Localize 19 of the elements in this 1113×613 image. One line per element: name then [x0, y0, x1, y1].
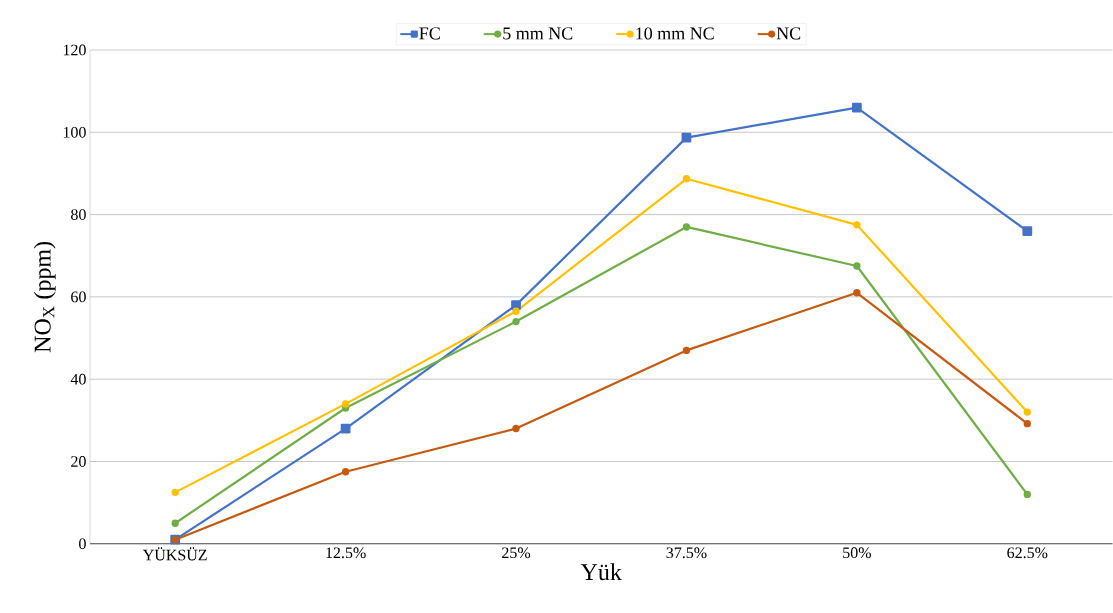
- y-tick-label: 80: [71, 209, 86, 221]
- x-tick-label: YÜKSÜZ: [142, 547, 207, 561]
- x-tick-label: 50%: [843, 547, 871, 559]
- legend-label: 5 mm NC: [503, 27, 573, 40]
- y-tick-label: 40: [70, 373, 86, 385]
- x-axis-title: Yük: [580, 563, 622, 581]
- y-tick-label: 0: [79, 538, 86, 550]
- x-tick-label: 62.5%: [1007, 547, 1048, 559]
- y-tick-label: 60: [71, 291, 86, 303]
- y-tick-label: 120: [63, 44, 86, 56]
- y-axis-title: NO$_{X}$ (ppm): [33, 242, 56, 353]
- x-tick-label: 12.5%: [326, 547, 366, 559]
- y-tick-label: 100: [63, 127, 86, 138]
- legend-label: NC: [776, 27, 801, 40]
- x-tick-label: 37.5%: [666, 547, 707, 559]
- legend-label: FC: [419, 27, 440, 40]
- legend-label: 10 mm NC: [636, 27, 714, 40]
- y-tick-label: 20: [71, 456, 86, 467]
- x-tick-label: 25%: [502, 547, 531, 559]
